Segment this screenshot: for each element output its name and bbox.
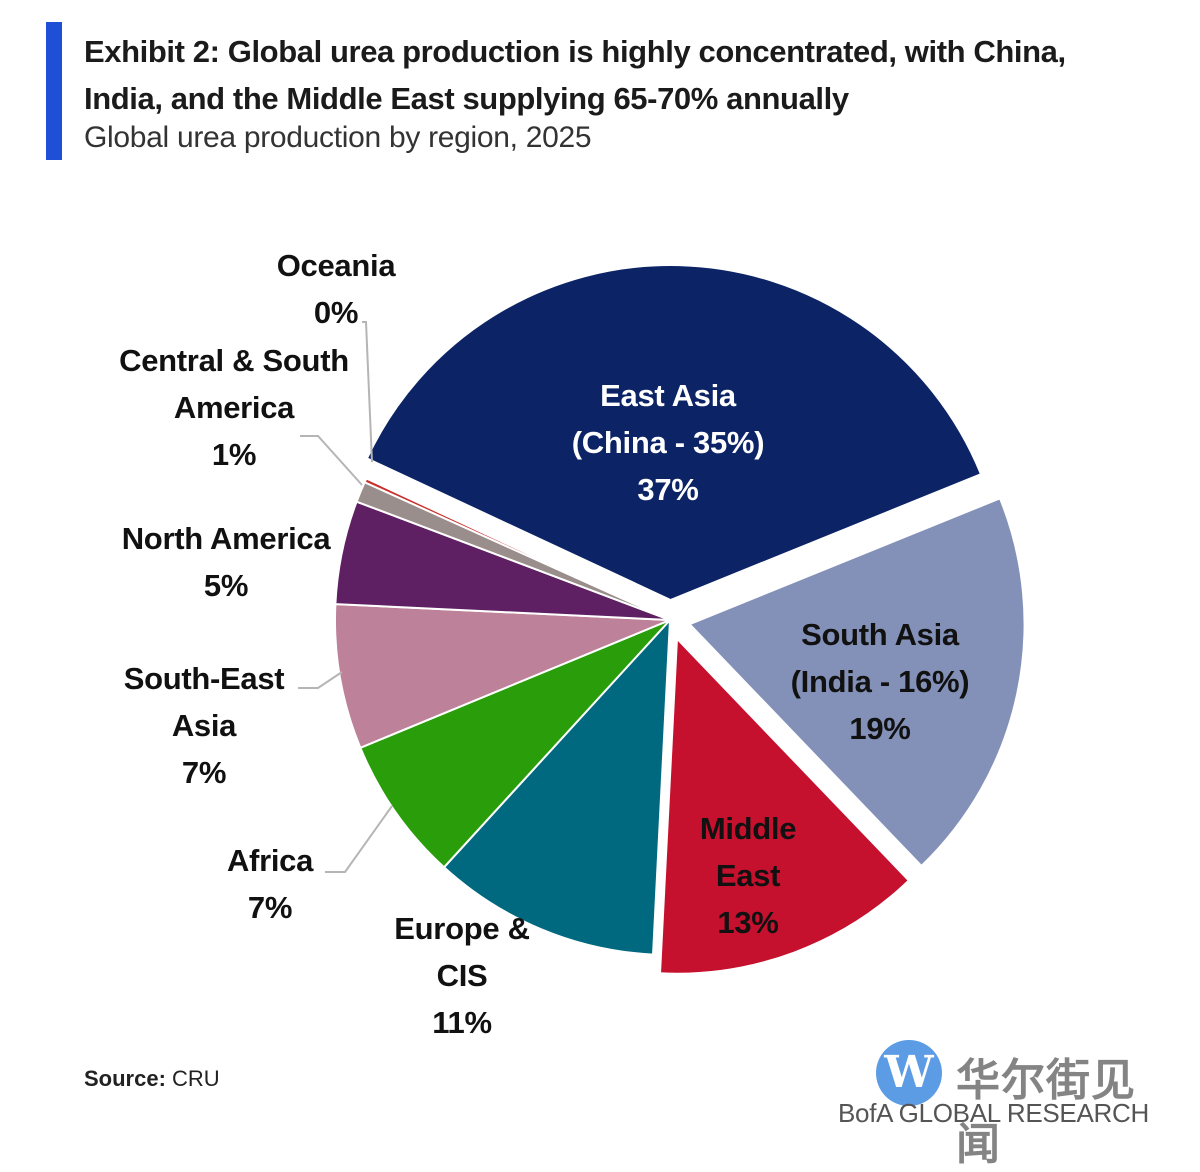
chart-title: Exhibit 2: Global urea production is hig… — [84, 34, 1066, 116]
slice-label-south-asia: South Asia (India - 16%) 19% — [791, 617, 970, 746]
watermark: W 华尔街见闻 — [876, 1040, 1176, 1170]
slice-label-oceania: Oceania 0% — [277, 248, 397, 330]
watermark-text: 华尔街见闻 — [956, 1055, 1136, 1170]
leader-line-central-south-america — [300, 435, 363, 486]
pie-slice-south-asia — [687, 497, 1026, 868]
leader-line-africa — [325, 805, 393, 873]
leader-line-south-east-asia — [298, 671, 343, 689]
watermark-logo-icon: W — [876, 1040, 942, 1106]
slice-label-south-east-asia: South-East Asia 7% — [124, 661, 285, 790]
slice-label-central-south-america: Central & South America 1% — [119, 343, 349, 472]
source-value: CRU — [165, 1066, 220, 1091]
pie-slice-oceania — [363, 477, 671, 621]
pie-slice-east-asia — [365, 264, 983, 602]
pie-slice-south-east-asia — [334, 603, 671, 750]
pie-slice-middle-east — [658, 636, 911, 975]
footer-brand: BofA GLOBAL RESEARCH — [838, 1098, 1149, 1128]
slice-label-east-asia: East Asia (China - 35%) 37% — [572, 378, 764, 507]
source-label: Source: — [84, 1066, 166, 1091]
chart-subtitle: Global urea production by region, 2025 — [84, 121, 592, 154]
slice-label-middle-east: Middle East 13% — [700, 811, 796, 940]
accent-bar — [46, 22, 62, 160]
slice-label-africa: Africa 7% — [227, 843, 314, 925]
slice-label-north-america: North America 5% — [122, 521, 332, 603]
source-note: Source: CRU — [84, 1066, 220, 1092]
pie-slice-europe-cis — [442, 617, 672, 956]
leader-line-oceania — [362, 321, 373, 463]
pie-slice-africa — [359, 619, 671, 869]
slice-label-europe-cis: Europe & CIS 11% — [394, 911, 529, 1040]
pie-chart: East Asia (China - 35%) 37%South Asia (Indi… — [119, 248, 1026, 1040]
